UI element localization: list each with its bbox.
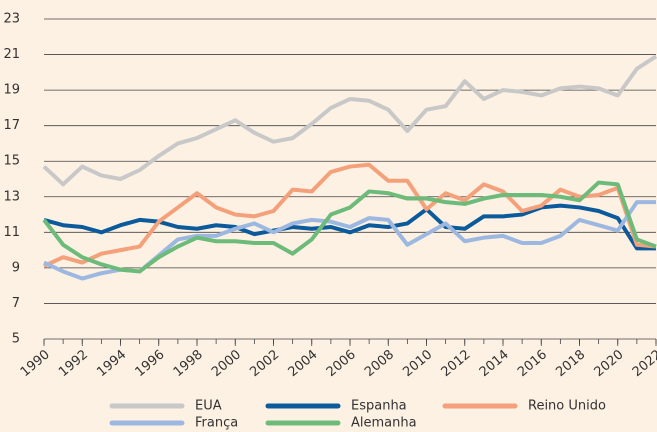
- x-tick-label: 2016: [515, 347, 550, 380]
- x-tick-label: 2010: [400, 347, 435, 380]
- x-tick-label: 1992: [56, 347, 91, 380]
- x-tick-label: 1994: [94, 347, 129, 380]
- x-tick-label: 2000: [209, 347, 244, 380]
- series-line: [42, 54, 657, 187]
- y-tick-label: 23: [3, 12, 20, 27]
- legend-label: Reino Unido: [528, 399, 606, 414]
- x-tick-label: 1998: [171, 347, 206, 380]
- x-tick-label: 2008: [362, 347, 397, 380]
- x-tick-label: 1990: [18, 347, 53, 380]
- legend-label: Alemanha: [351, 416, 417, 431]
- series-line: [43, 200, 656, 281]
- y-tick-label: 11: [3, 225, 20, 240]
- y-tick-label: 15: [3, 154, 20, 169]
- series-line: [43, 162, 657, 268]
- y-tick-label: 19: [3, 83, 20, 98]
- x-tick-label: 2006: [324, 347, 359, 380]
- y-tick-label: 5: [12, 332, 20, 347]
- series-line: [43, 203, 656, 251]
- x-tick-label: 2012: [439, 347, 474, 380]
- x-tick-label: 2014: [477, 347, 512, 380]
- legend-label: Espanha: [351, 399, 407, 414]
- y-tick-label: 17: [3, 118, 20, 133]
- x-tick-label: 2020: [592, 347, 627, 380]
- y-tick-label: 13: [3, 189, 20, 204]
- y-tick-label: 21: [3, 47, 20, 62]
- series-line: [42, 180, 657, 274]
- x-tick-label: 2004: [286, 347, 321, 380]
- y-tick-label: 9: [12, 260, 20, 275]
- legend-label: França: [195, 416, 238, 431]
- x-tick-label: 2018: [553, 347, 588, 380]
- x-tick-label: 1996: [133, 347, 168, 380]
- y-tick-label: 7: [12, 296, 20, 311]
- x-tick-label: 2022: [630, 347, 657, 380]
- legend-label: EUA: [195, 399, 222, 414]
- x-tick-label: 2002: [247, 347, 282, 380]
